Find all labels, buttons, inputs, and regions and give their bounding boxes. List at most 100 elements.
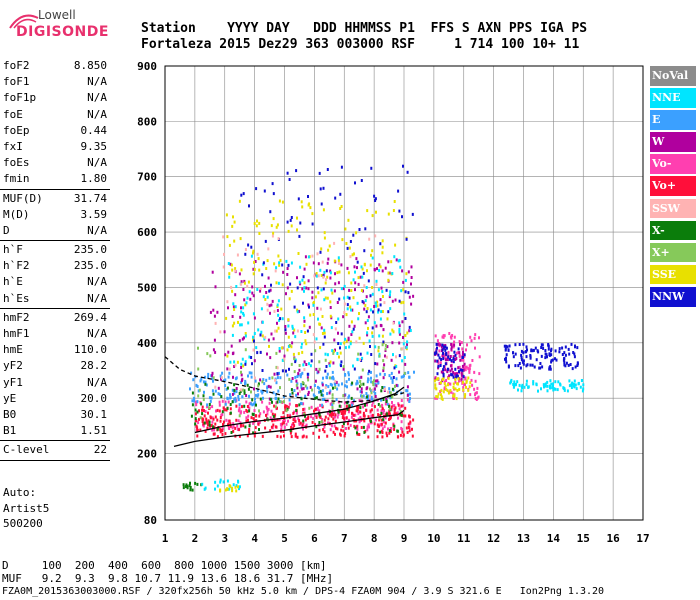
echo-point (319, 322, 322, 326)
echo-point (240, 310, 243, 314)
echo-point (231, 388, 234, 392)
echo-point (349, 255, 352, 259)
echo-point (561, 353, 564, 356)
echo-point (293, 389, 296, 392)
echo-point (439, 343, 442, 347)
echo-point (273, 404, 276, 408)
echo-point (384, 344, 387, 347)
echo-point (507, 365, 510, 369)
echo-point (381, 334, 384, 338)
echo-point (250, 402, 253, 406)
echo-point (290, 345, 293, 349)
echo-point (252, 417, 255, 421)
echo-point (458, 340, 461, 343)
echo-point (516, 380, 519, 384)
echo-point (232, 425, 235, 429)
echo-point (252, 294, 255, 298)
echo-point (462, 388, 465, 392)
param-row: B0 30.1 (3, 407, 107, 421)
echo-point (237, 419, 240, 423)
echo-point (294, 434, 297, 438)
echo-point (307, 390, 310, 394)
echo-point (577, 381, 580, 385)
echo-point (386, 345, 389, 349)
echo-point (570, 342, 573, 346)
echo-point (510, 380, 512, 384)
echo-point (378, 424, 381, 428)
param-row: yF2 28.2 (3, 359, 107, 373)
echo-point (240, 388, 243, 392)
echo-point (202, 398, 205, 402)
echo-point (345, 427, 347, 430)
echo-point (351, 403, 354, 407)
echo-point (466, 343, 468, 347)
param-row: hmE 110.0 (3, 343, 107, 357)
echo-point (391, 328, 394, 332)
echo-point (407, 291, 410, 295)
echo-point (373, 321, 376, 325)
echo-point (435, 350, 438, 354)
echo-point (351, 411, 353, 415)
echo-point (371, 331, 374, 335)
echo-point (581, 389, 584, 393)
legend-item-vo-minus: Vo- (650, 154, 696, 174)
echo-point (216, 435, 219, 439)
echo-point (347, 426, 350, 430)
echo-point (229, 424, 232, 428)
echo-point (394, 412, 397, 416)
echo-point (219, 478, 222, 482)
echo-point (286, 273, 289, 276)
echo-point (549, 367, 552, 371)
echo-point (268, 344, 270, 348)
echo-point (231, 400, 234, 404)
echo-point (219, 374, 222, 378)
echo-point (374, 391, 377, 395)
echo-point (461, 368, 464, 372)
echo-point (462, 358, 465, 362)
echo-point (264, 239, 267, 243)
echo-point (242, 364, 245, 368)
echo-point (456, 389, 459, 392)
echo-point (348, 345, 351, 349)
echo-point (456, 372, 459, 376)
echo-point (256, 252, 259, 256)
echo-point (451, 373, 454, 377)
echo-point (290, 388, 293, 392)
echo-point (554, 357, 556, 361)
echo-point (355, 382, 358, 386)
echo-point (328, 376, 331, 380)
echo-point (380, 422, 383, 426)
echo-point (313, 274, 316, 278)
echo-point (365, 387, 368, 391)
echo-point (274, 378, 276, 382)
echo-point (214, 415, 217, 419)
echo-point (205, 383, 208, 387)
echo-point (308, 362, 310, 366)
echo-point (469, 335, 472, 339)
echo-point (387, 310, 390, 314)
echo-point (469, 381, 472, 385)
x-tick-label: 9 (401, 532, 408, 545)
echo-point (216, 310, 219, 314)
echo-point (328, 391, 331, 395)
echo-point (271, 412, 274, 416)
echo-point (388, 374, 391, 378)
echo-point (339, 207, 342, 210)
echo-point (224, 488, 227, 492)
echo-point (294, 419, 297, 423)
echo-point (303, 286, 306, 290)
echo-point (320, 202, 323, 206)
echo-point (244, 348, 247, 352)
echo-point (389, 391, 392, 395)
echo-point (357, 352, 360, 356)
echo-point (232, 351, 235, 355)
echo-point (337, 317, 340, 321)
echo-point (226, 396, 229, 400)
echo-point (209, 354, 212, 358)
echo-point (226, 479, 229, 483)
echo-point (576, 364, 579, 367)
echo-point (320, 274, 323, 277)
x-tick-label: 6 (311, 532, 318, 545)
echo-point (231, 224, 234, 228)
echo-point (303, 289, 305, 293)
